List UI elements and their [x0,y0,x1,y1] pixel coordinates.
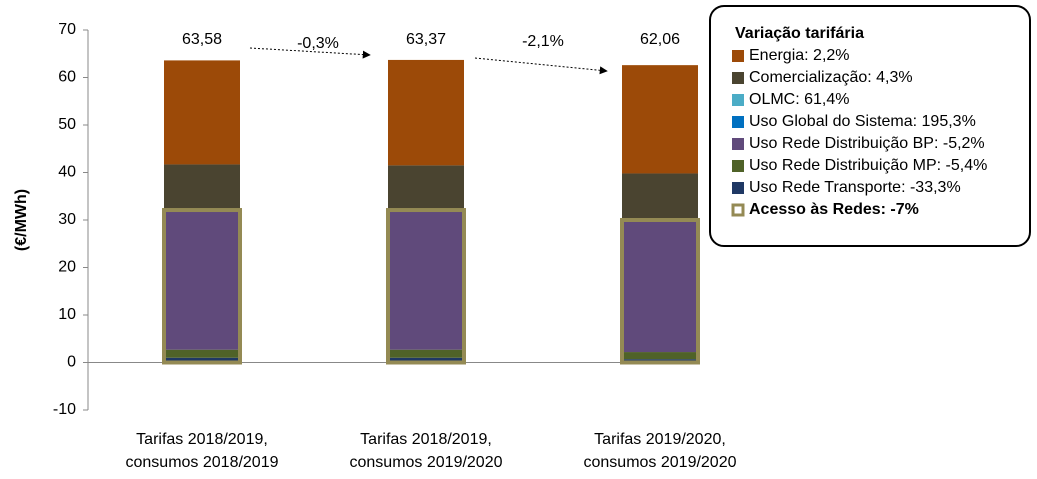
legend-label: Energia: 2,2% [749,47,850,64]
legend-label: Uso Rede Distribuição MP: -5,4% [749,157,987,174]
legend-swatch [732,160,744,172]
legend-swatch [732,50,744,62]
bar-segment [164,60,240,164]
bar-segment [388,165,464,209]
legend-label: Uso Global do Sistema: 195,3% [749,113,976,130]
legend-label: Acesso às Redes: -7% [749,201,919,218]
y-axis-label: (€/MWh) [13,189,30,251]
y-tick-label: 40 [58,164,76,181]
legend-title: Variação tarifária [735,25,864,42]
total-label: 63,58 [182,31,222,48]
bar-segment [388,211,464,350]
y-tick-label: 20 [58,259,76,276]
bar-segment [164,164,240,209]
legend-swatch [732,94,744,106]
bar-segment [622,173,698,219]
y-tick-label: 50 [58,116,76,133]
bar-segment [388,60,464,165]
bar-segment [164,211,240,350]
x-tick-label: Tarifas 2018/2019, [136,431,268,448]
legend-label: Uso Rede Transporte: -33,3% [749,179,961,196]
legend-swatch [732,182,744,194]
bar-segment [388,350,464,358]
legend-swatch [732,138,744,150]
x-tick-label: consumos 2018/2019 [126,454,279,471]
legend-label: Comercialização: 4,3% [749,69,913,86]
total-label: 62,06 [640,31,680,48]
bar-segment [622,352,698,359]
x-tick-label: consumos 2019/2020 [584,454,737,471]
legend-label: OLMC: 61,4% [749,91,849,108]
legend-swatch [732,116,744,128]
legend-label: Uso Rede Distribuição BP: -5,2% [749,135,985,152]
y-tick-label: 30 [58,211,76,228]
bar-segment [622,65,698,173]
total-label: 63,37 [406,31,446,48]
y-tick-label: 60 [58,69,76,86]
x-tick-label: consumos 2019/2020 [350,454,503,471]
arrow [475,58,607,71]
bar-segment [164,350,240,358]
annotation: -2,1% [522,33,564,50]
x-tick-label: Tarifas 2018/2019, [360,431,492,448]
annotation: -0,3% [297,35,339,52]
y-tick-label: 0 [67,354,76,371]
y-tick-label: 10 [58,306,76,323]
y-tick-label: 70 [58,21,76,38]
y-tick-label: -10 [53,401,76,418]
bar-segment [622,221,698,352]
x-tick-label: Tarifas 2019/2020, [594,431,726,448]
legend-swatch [732,72,744,84]
